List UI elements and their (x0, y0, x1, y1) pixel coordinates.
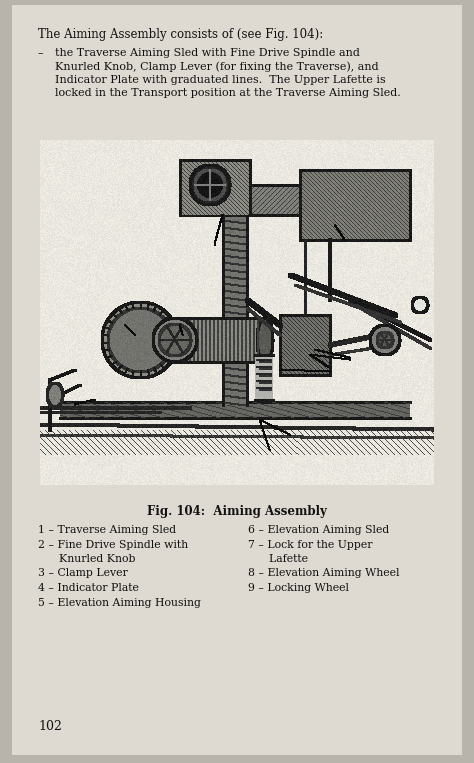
Text: 9 – Locking Wheel: 9 – Locking Wheel (248, 583, 349, 593)
Text: 102: 102 (38, 720, 62, 733)
Text: 9: 9 (176, 330, 184, 340)
Text: Knurled Knob: Knurled Knob (38, 554, 136, 564)
Text: 1 – Traverse Aiming Sled: 1 – Traverse Aiming Sled (38, 525, 176, 535)
Text: 3 – Clamp Lever: 3 – Clamp Lever (38, 568, 128, 578)
Text: 8: 8 (124, 331, 132, 343)
Text: 3: 3 (88, 397, 96, 407)
Text: 2: 2 (334, 366, 342, 378)
Text: 6 – Elevation Aiming Sled: 6 – Elevation Aiming Sled (248, 525, 389, 535)
Text: 7 – Lock for the Upper: 7 – Lock for the Upper (248, 539, 373, 549)
Text: 7: 7 (344, 237, 352, 247)
Text: 5: 5 (350, 355, 358, 365)
Text: 4 – Indicator Plate: 4 – Indicator Plate (38, 583, 139, 593)
Text: 5 – Elevation Aiming Housing: 5 – Elevation Aiming Housing (38, 597, 201, 607)
Text: –: – (38, 48, 44, 58)
Text: the Traverse Aiming Sled with Fine Drive Spindle and: the Traverse Aiming Sled with Fine Drive… (55, 48, 360, 58)
Text: 4: 4 (332, 375, 340, 385)
Text: Knurled Knob, Clamp Lever (for fixing the Traverse), and: Knurled Knob, Clamp Lever (for fixing th… (55, 62, 379, 72)
Text: 6: 6 (208, 243, 216, 253)
Text: 1: 1 (266, 452, 274, 463)
Text: 2 – Fine Drive Spindle with: 2 – Fine Drive Spindle with (38, 539, 188, 549)
Text: Indicator Plate with graduated lines.  The Upper Lafette is: Indicator Plate with graduated lines. Th… (55, 75, 386, 85)
Text: The Aiming Assembly consists of (see Fig. 104):: The Aiming Assembly consists of (see Fig… (38, 28, 323, 41)
Text: 8 – Elevation Aiming Wheel: 8 – Elevation Aiming Wheel (248, 568, 400, 578)
Text: Fig. 104:  Aiming Assembly: Fig. 104: Aiming Assembly (147, 505, 327, 518)
Text: locked in the Transport position at the Traverse Aiming Sled.: locked in the Transport position at the … (55, 89, 401, 98)
Text: Lafette: Lafette (248, 554, 308, 564)
